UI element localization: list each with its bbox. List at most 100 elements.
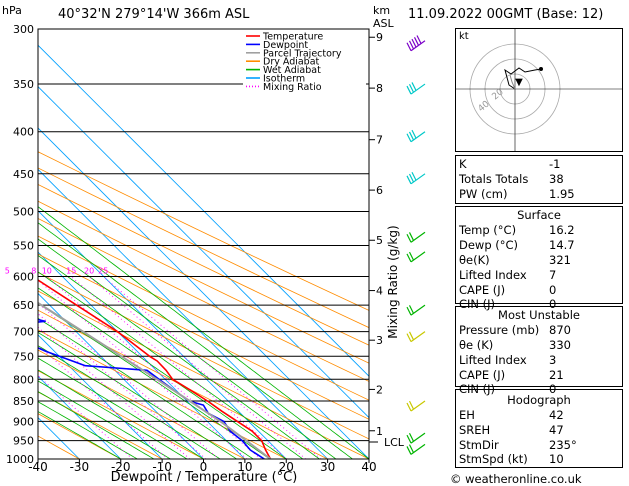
hodograph-end-marker: [539, 67, 543, 71]
isotherm-line: [38, 334, 163, 459]
pressure-tick-label: 650: [13, 299, 34, 312]
wet-adiabat-line: [38, 238, 337, 459]
isotherm-line: [38, 168, 328, 459]
wind-barb-feather: [411, 82, 417, 91]
surface-title: Surface: [517, 208, 561, 222]
hodograph-title: Hodograph: [507, 393, 571, 407]
wind-barb-shaft: [410, 432, 426, 444]
km-tick-label: 3: [376, 334, 383, 347]
x-tick-label: -40: [28, 460, 48, 474]
wind-barb-feather: [406, 133, 412, 143]
pressure-tick-label: 850: [13, 395, 34, 408]
dry-adiabat-line: [38, 413, 121, 459]
wet-adiabat-line: [38, 369, 188, 459]
wind-barb-feather: [408, 400, 415, 410]
wind-barb-feather: [411, 129, 417, 139]
mixing-ratio-tick-label: 5: [5, 267, 10, 276]
x-axis-title: Dewpoint / Temperature (°C): [111, 470, 298, 485]
wind-barb-feather: [406, 233, 412, 243]
dry-adiabat-line: [38, 435, 80, 459]
km-tick-label: 5: [376, 234, 383, 247]
stat-row-sreh: SREH 47: [459, 423, 564, 437]
dry-adiabat-line: [38, 235, 369, 401]
stat-row-mu-pressure: Pressure (mb) 870: [459, 323, 571, 337]
pressure-tick-label: 300: [13, 23, 34, 36]
dry-adiabat-line: [38, 370, 204, 459]
stat-row-stmdir: StmDir 235°: [459, 438, 577, 452]
wind-barb-feather: [406, 253, 412, 263]
hpa-unit-label: hPa: [2, 4, 22, 17]
wind-barb-feather: [408, 83, 415, 93]
mixing-ratio-tick-label: 8: [31, 267, 36, 276]
x-tick-label: 0: [200, 460, 208, 474]
wet-adiabat-line: [38, 254, 320, 459]
km-unit-label: km: [373, 4, 391, 17]
stat-row-surface-li: Lifted Index 7: [459, 268, 557, 282]
stat-row-stmspd: StmSpd (kt) 10: [459, 452, 564, 466]
isotherm-line: [38, 44, 369, 377]
isotherm-line: [38, 86, 369, 419]
pressure-tick-label: 350: [13, 78, 34, 91]
km-tick-label: 4: [376, 285, 383, 298]
x-tick-label: -20: [111, 460, 131, 474]
wind-barb-feather: [406, 85, 412, 95]
wet-adiabat-line: [38, 206, 369, 459]
x-tick-label: -30: [70, 460, 90, 474]
km-tick-label: 6: [376, 184, 383, 197]
pressure-tick-label: 800: [13, 373, 34, 386]
dry-adiabat-line: [38, 349, 246, 459]
pressure-tick-label: 450: [13, 168, 34, 181]
wind-barb-feather: [408, 131, 415, 141]
legend-label: Dry Adiabat: [263, 57, 320, 68]
stat-row-totals: Totals Totals 38: [459, 172, 564, 186]
mixing-ratio-tick-label: 25: [98, 267, 108, 276]
legend-label: Temperature: [262, 32, 323, 43]
wet-adiabat-line: [38, 345, 221, 459]
dry-adiabat-line: [38, 391, 163, 459]
x-tick-label: 20: [279, 460, 294, 474]
wind-barb-shaft: [410, 443, 426, 455]
wind-barb-feather: [408, 251, 415, 261]
hodograph: kt 20 40 ▼: [455, 28, 623, 152]
wind-barb-feather: [408, 331, 415, 341]
legend-label: Dewpoint: [263, 40, 308, 51]
legend-label: Isotherm: [263, 74, 305, 85]
lcl-label: LCL: [384, 436, 405, 449]
km-tick-label: 9: [376, 31, 383, 44]
km-tick-label: 1: [376, 425, 383, 438]
wind-barb-feather: [413, 37, 420, 46]
isotherm-line: [38, 251, 246, 459]
isotherm-line: [38, 292, 204, 459]
pressure-tick-label: 900: [13, 415, 34, 428]
pressure-tick-label: 950: [13, 435, 34, 448]
series-temperature: [38, 279, 272, 459]
wind-barb-shaft: [410, 331, 426, 343]
wind-barb-feather: [408, 232, 415, 241]
x-tick-label: 40: [361, 460, 376, 474]
legend-box: [243, 31, 366, 91]
wind-barb-shaft: [410, 304, 426, 316]
location-title: 40°32'N 279°14'W 366m ASL: [58, 7, 250, 22]
stat-row-surface-temp: Temp (°C) 16.2: [459, 223, 575, 237]
pressure-tick-label: 600: [13, 271, 34, 284]
mixing-ratio-line: [46, 276, 262, 459]
stat-row-mu-cape: CAPE (J) 21: [459, 368, 564, 382]
hodograph-trace-gray: [509, 74, 516, 90]
datetime-title: 11.09.2022 00GMT (Base: 12): [408, 7, 604, 22]
dry-adiabat-line: [38, 329, 287, 459]
wind-barb-shaft: [410, 231, 426, 243]
wet-adiabat-line: [38, 331, 237, 459]
wind-barb-feather: [416, 35, 422, 44]
wind-barb-shaft: [410, 251, 426, 263]
wet-adiabat-line: [38, 380, 171, 459]
hodograph-unit: kt: [459, 31, 469, 42]
x-tick-label: 10: [237, 460, 252, 474]
unstable-title: Most Unstable: [498, 308, 580, 322]
wind-barb-feather: [406, 42, 412, 51]
legend-label: Wet Adiabat: [263, 65, 321, 76]
wind-barb-feather: [408, 444, 415, 453]
stat-row-mu-cin: CIN (J) 0: [459, 382, 557, 396]
km-tick-label: 2: [376, 383, 383, 396]
wind-barb-feather: [411, 38, 417, 48]
wind-barb-feather: [406, 402, 412, 412]
